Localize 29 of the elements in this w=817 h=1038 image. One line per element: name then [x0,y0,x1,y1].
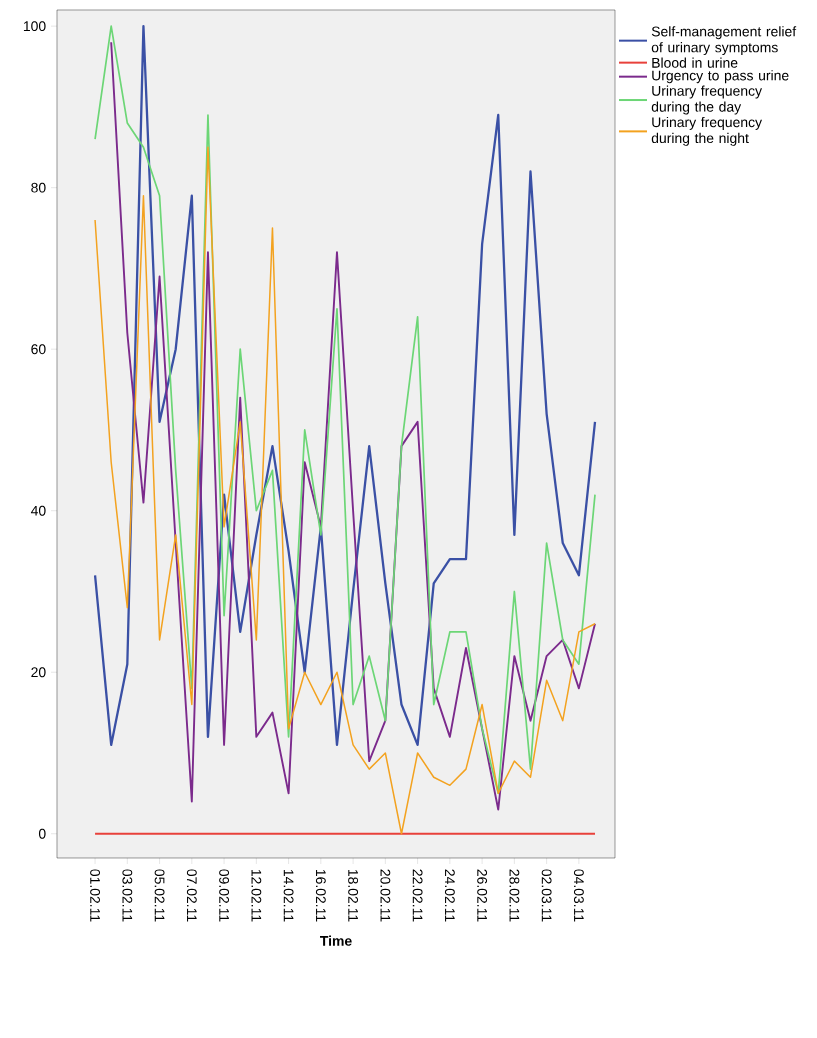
x-tick-label: 28.02.11 [509,869,520,922]
x-tick-label: 26.02.11 [477,869,488,922]
x-tick-label: 20.02.11 [380,869,391,922]
x-tick-label: 03.02.11 [122,869,133,922]
y-tick-label: 0 [38,828,46,839]
legend-label: Urinary frequency during the day [651,85,763,115]
x-tick-label: 01.02.11 [90,869,101,922]
x-tick-label: 22.02.11 [412,869,423,922]
x-tick-label: 07.02.11 [186,869,197,922]
x-tick-label: 12.02.11 [251,869,262,922]
legend-label: Urgency to pass urine [652,70,789,84]
y-tick-label: 100 [23,21,46,32]
line-series [94,146,596,835]
x-tick-label: 24.02.11 [444,869,455,922]
x-axis-title: Time [320,935,352,946]
y-tick-label: 60 [31,344,46,355]
x-tick-label: 02.03.11 [541,869,552,922]
x-tick-label: 05.02.11 [154,869,165,922]
x-tick-label: 09.02.11 [219,869,230,922]
y-tick-label: 40 [30,505,46,516]
y-tick-label: 80 [31,182,46,193]
y-tick-label: 20 [31,667,46,678]
x-tick-label: 16.02.11 [315,869,326,922]
x-tick-label: 18.02.11 [348,869,359,922]
x-tick-label: 14.02.11 [283,869,294,922]
legend-label: Self-management relief of urinary symptoms [651,26,797,56]
legend-label: Blood in urine [652,57,738,68]
x-tick-label: 04.03.11 [573,869,584,922]
legend-label: Urinary frequency during the night [651,116,763,146]
